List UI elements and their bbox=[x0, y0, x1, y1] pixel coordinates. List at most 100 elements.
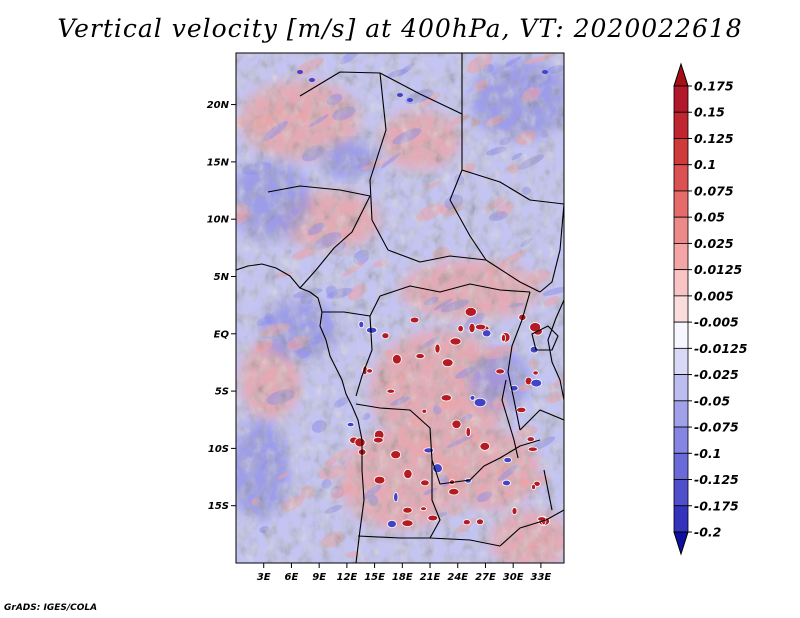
lake-malawi bbox=[543, 469, 553, 511]
border-drc-zambia bbox=[469, 439, 541, 481]
x-tick-label: 27E bbox=[475, 572, 496, 583]
convective-cell bbox=[366, 368, 373, 374]
convective-cell bbox=[407, 98, 413, 102]
convective-cell bbox=[393, 492, 399, 503]
colorbar-segment bbox=[673, 164, 689, 192]
colorbar-label: -0.2 bbox=[694, 525, 721, 540]
border-niger-nigeria bbox=[267, 185, 371, 197]
convective-cell bbox=[401, 519, 414, 527]
colorbar-segment bbox=[673, 505, 689, 533]
colorbar-label: 0.1 bbox=[694, 157, 716, 172]
colorbar-segment bbox=[673, 138, 689, 166]
y-tick-label: 10S bbox=[208, 444, 229, 455]
colorbar-segment bbox=[673, 479, 689, 507]
border-libya-chad bbox=[379, 53, 463, 115]
colorbar-label: 0.025 bbox=[694, 236, 734, 251]
convective-cell bbox=[462, 519, 471, 526]
convective-cell bbox=[386, 388, 396, 394]
convective-cell bbox=[346, 421, 355, 428]
border-angola-zambia bbox=[429, 460, 441, 539]
coastline-east-africa bbox=[547, 299, 564, 401]
colorbar-segment bbox=[673, 426, 689, 454]
convective-cell bbox=[531, 483, 536, 491]
convective-cell bbox=[473, 397, 487, 408]
colorbar-label: -0.175 bbox=[694, 498, 739, 513]
y-tick-label: 20N bbox=[207, 100, 230, 111]
coastline-gulf-of-guinea bbox=[236, 263, 365, 563]
convective-cell bbox=[530, 378, 543, 388]
colorbar-label: -0.025 bbox=[694, 367, 739, 382]
convective-cell bbox=[420, 506, 427, 512]
border-sudan-ethiopia bbox=[539, 203, 564, 293]
convective-cell bbox=[449, 337, 462, 346]
vertical-velocity-field bbox=[236, 53, 564, 563]
map-frame bbox=[235, 52, 565, 564]
colorbar-label: 0.005 bbox=[694, 288, 734, 303]
convective-cell bbox=[474, 323, 487, 331]
convective-cell bbox=[469, 394, 476, 401]
colorbar-segment bbox=[673, 269, 689, 297]
convective-cell bbox=[358, 320, 365, 329]
convective-cell bbox=[511, 507, 518, 516]
x-tick-label: 24E bbox=[447, 572, 468, 583]
colorbar-label: 0.125 bbox=[694, 131, 734, 146]
x-tick-label: 9E bbox=[312, 572, 326, 583]
colorbar: 0.175 0.15 0.125 0.1 0.075 0.05 0.025 0.0125 0.0… bbox=[673, 62, 748, 556]
colorbar-segment bbox=[673, 216, 689, 244]
colorbar-segment bbox=[673, 452, 689, 480]
convective-cell bbox=[482, 329, 492, 338]
lake-tanganyika bbox=[501, 379, 519, 459]
convective-cell bbox=[479, 441, 491, 451]
convective-cell bbox=[440, 394, 452, 402]
border-cameroon-congo bbox=[322, 295, 381, 317]
colorbar-label: 0.075 bbox=[694, 183, 734, 198]
y-tick-label: 15S bbox=[208, 501, 229, 512]
colorbar-label: 0.0125 bbox=[694, 262, 743, 277]
x-tick-label: 3E bbox=[257, 572, 271, 583]
convective-cell bbox=[503, 456, 513, 464]
border-chad-west bbox=[369, 72, 389, 251]
convective-cell bbox=[402, 506, 413, 514]
convective-cell bbox=[495, 368, 505, 375]
convective-cell bbox=[365, 326, 378, 334]
colorbar-label: 0.15 bbox=[694, 105, 725, 120]
field-texture bbox=[236, 53, 564, 563]
convective-cell bbox=[500, 333, 506, 343]
convective-cell bbox=[420, 479, 430, 487]
convective-cell bbox=[441, 358, 454, 368]
y-tick-label: EQ bbox=[214, 329, 230, 340]
border-drc-east bbox=[507, 291, 531, 431]
y-tick-label: 5S bbox=[215, 387, 229, 398]
convective-cell bbox=[468, 322, 476, 334]
convective-cell bbox=[421, 408, 428, 414]
convective-cell bbox=[434, 343, 441, 354]
colorbar-label: 0.05 bbox=[694, 210, 725, 225]
axes: 3E 6E 9E 12E 15E 18E 21E 24E 27E 30E 33E 20N 15N 10N 5… bbox=[207, 100, 552, 583]
border-sudan-east bbox=[461, 169, 564, 205]
x-tick-label: 12E bbox=[336, 572, 357, 583]
colorbar-segment bbox=[673, 400, 689, 428]
convective-cell bbox=[390, 450, 402, 460]
border-congo-drc bbox=[355, 315, 373, 397]
convective-cell bbox=[465, 426, 471, 438]
colorbar-label: 0.175 bbox=[694, 79, 734, 94]
convective-cell bbox=[397, 93, 403, 97]
border-zambia-south bbox=[499, 509, 564, 547]
x-tick-label: 21E bbox=[420, 572, 441, 583]
convective-cell bbox=[372, 436, 384, 444]
convective-cell bbox=[423, 447, 435, 454]
convective-cell bbox=[381, 332, 390, 340]
border-angola-namibia bbox=[357, 535, 501, 547]
colorbar-top-arrow bbox=[673, 62, 689, 87]
border-drc-angola bbox=[355, 403, 471, 485]
convective-cell bbox=[502, 479, 511, 487]
colorbar-segment bbox=[673, 85, 689, 113]
colorbar-segment bbox=[673, 347, 689, 375]
colorbar-label: -0.05 bbox=[694, 393, 730, 408]
convective-cell bbox=[415, 353, 425, 360]
colorbar-bottom-arrow bbox=[673, 531, 689, 556]
convective-cell bbox=[451, 419, 462, 430]
colorbar-label: -0.005 bbox=[694, 315, 739, 330]
convective-cell bbox=[526, 436, 535, 443]
